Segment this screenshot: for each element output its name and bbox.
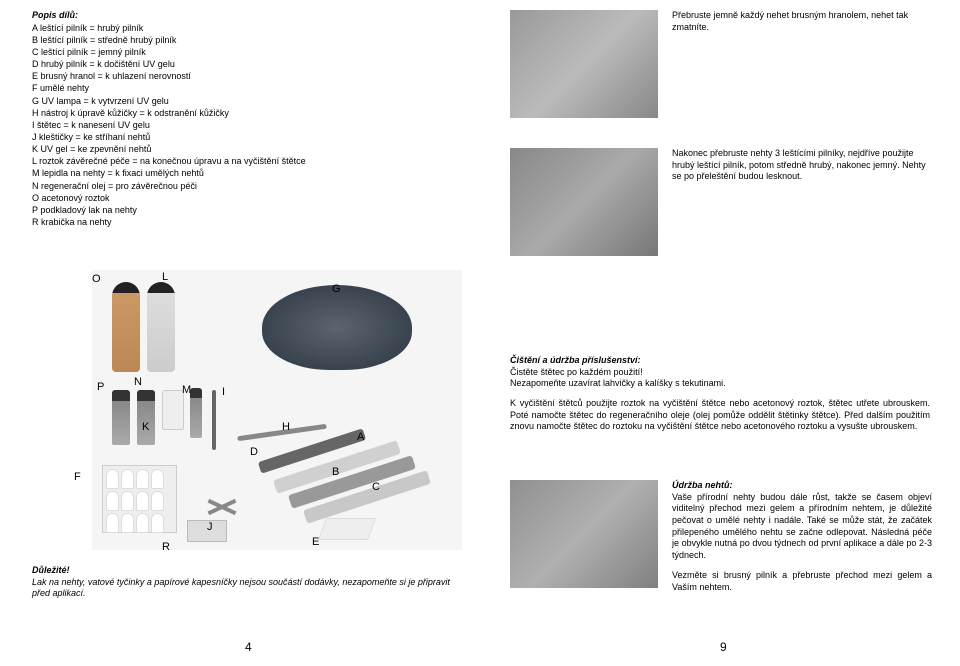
diagram-label: C	[372, 480, 380, 494]
cleaning-section: Čištění a údržba příslušenství: Čistěte …	[510, 355, 930, 433]
bottle-shape	[112, 390, 130, 445]
diagram-background	[92, 270, 462, 550]
bottle-shape	[112, 282, 140, 372]
diagram-label: D	[250, 445, 258, 459]
photo-polish-files	[510, 148, 658, 256]
diagram-label: K	[142, 420, 149, 434]
bottle-shape	[137, 390, 155, 445]
uv-lamp-shape	[262, 285, 412, 370]
part-item: K UV gel = ke zpevnění nehtů	[32, 143, 462, 155]
page-number-left: 4	[245, 640, 252, 656]
step-text-1: Přebruste jemně každý nehet brusným hran…	[672, 10, 932, 33]
parts-list: A leštící pilník = hrubý pilník B leštíc…	[32, 22, 462, 228]
step-text-2: Nakonec přebruste nehty 3 leštícími piln…	[672, 148, 932, 183]
diagram-label: P	[97, 380, 104, 394]
parts-description: Popis dílů: A leštící pilník = hrubý pil…	[32, 10, 462, 238]
part-item: M lepidla na nehty = k fixaci umělých ne…	[32, 167, 462, 179]
part-item: D hrubý pilník = k dočištění UV gelu	[32, 58, 462, 70]
diagram-label: F	[74, 470, 81, 484]
diagram-label: I	[222, 385, 225, 399]
jar-shape	[162, 390, 184, 430]
cleaning-paragraph: K vyčištění štětců použijte roztok na vy…	[510, 398, 930, 433]
important-text: Lak na nehty, vatové tyčinky a papírové …	[32, 577, 462, 600]
diagram-label: J	[207, 520, 213, 534]
part-item: G UV lampa = k vytvrzení UV gelu	[32, 95, 462, 107]
part-item: C leštící pilník = jemný pilník	[32, 46, 462, 58]
part-item: O acetonový roztok	[32, 192, 462, 204]
block-shape	[318, 518, 376, 540]
diagram-label: H	[282, 420, 290, 434]
diagram-label: E	[312, 535, 319, 549]
diagram-label: M	[182, 383, 191, 397]
diagram-label: N	[134, 375, 142, 389]
part-item: J kleštičky = ke stříhaní nehtů	[32, 131, 462, 143]
part-item: L roztok závěrečné péče = na konečnou úp…	[32, 155, 462, 167]
bottle-shape	[147, 282, 175, 372]
part-item: A leštící pilník = hrubý pilník	[32, 22, 462, 34]
maintenance-paragraph: Vaše přírodní nehty budou dále růst, tak…	[672, 492, 932, 562]
diagram-label: A	[357, 430, 364, 444]
diagram-label: G	[332, 282, 341, 296]
photo-filing-nail	[510, 480, 658, 588]
part-item: I štětec = k nanesení UV gelu	[32, 119, 462, 131]
diagram-label: B	[332, 465, 339, 479]
photo-buffing-block	[510, 10, 658, 118]
cleaning-heading: Čištění a údržba příslušenství:	[510, 355, 930, 367]
cleaning-line: Nezapomeňte uzavírat lahvičky a kalíšky …	[510, 378, 930, 390]
important-heading: Důležité!	[32, 565, 462, 577]
part-item: N regenerační olej = pro závěrečnou péči	[32, 180, 462, 192]
part-item: P podkladový lak na nehty	[32, 204, 462, 216]
parts-heading: Popis dílů:	[32, 10, 462, 22]
part-item: E brusný hranol = k uhlazení nerovností	[32, 70, 462, 82]
diagram-label: L	[162, 270, 168, 284]
part-item: F umělé nehty	[32, 82, 462, 94]
cleaning-line: Čistěte štětec po každém použití!	[510, 367, 930, 379]
diagram-label: R	[162, 540, 170, 554]
page-number-right: 9	[720, 640, 727, 656]
components-diagram: O L G P N K M I F H D A B C J R E	[32, 270, 462, 550]
part-item: R krabička na nehty	[32, 216, 462, 228]
maintenance-section: Údržba nehtů: Vaše přírodní nehty budou …	[672, 480, 932, 593]
part-item: H nástroj k úpravě kůžičky = k odstraněn…	[32, 107, 462, 119]
important-section: Důležité! Lak na nehty, vatové tyčinky a…	[32, 565, 462, 600]
part-item: B leštící pilník = středně hrubý pilník	[32, 34, 462, 46]
nail-box-shape	[102, 465, 177, 533]
bottle-shape	[190, 388, 202, 438]
diagram-label: O	[92, 272, 101, 286]
brush-shape	[212, 390, 216, 450]
maintenance-heading: Údržba nehtů:	[672, 480, 932, 492]
maintenance-paragraph: Vezměte si brusný pilník a přebruste pře…	[672, 570, 932, 593]
